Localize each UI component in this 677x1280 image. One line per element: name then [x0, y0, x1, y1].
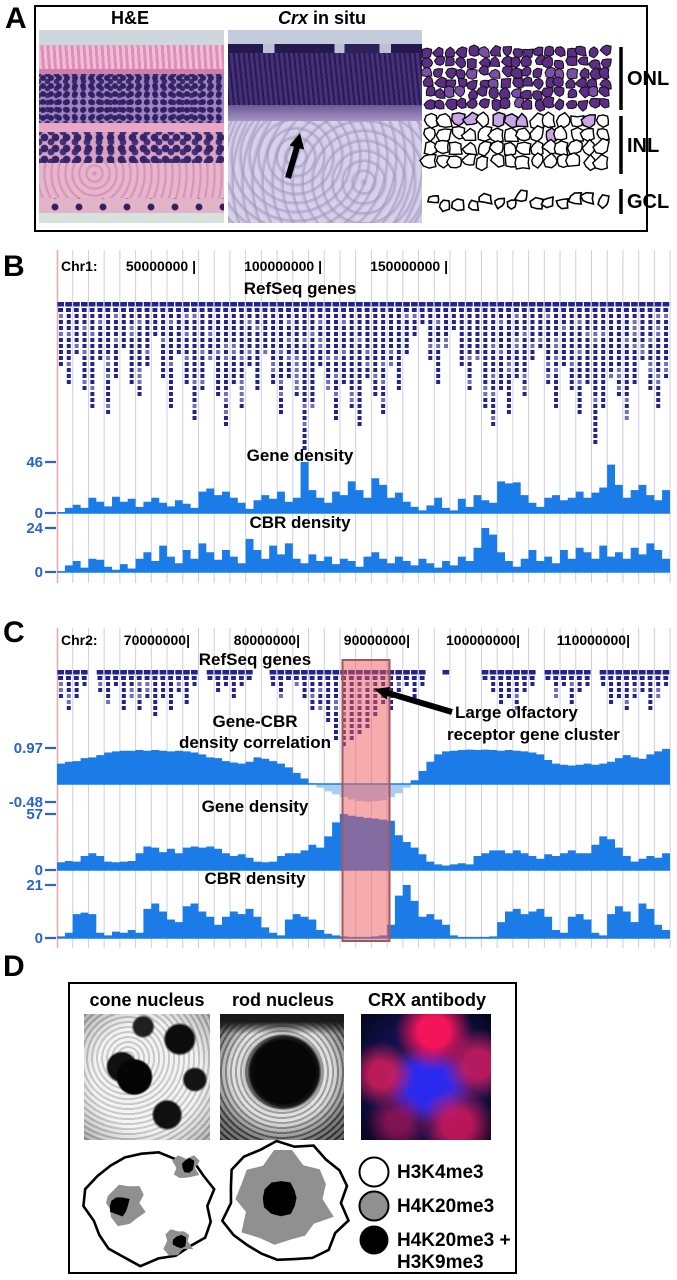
- panel-c-refseq-title: RefSeq genes: [198, 650, 312, 669]
- panel-b-cbr-density-max: 24: [26, 520, 43, 537]
- crx-inl-band: [228, 120, 422, 223]
- legend-label-h4k20me3-h3k9me3-line2: H3K9me3: [397, 1252, 484, 1273]
- nuclei-schematic-svg: [82, 1139, 390, 1268]
- panel-c-gene-density-title: Gene density: [201, 797, 309, 816]
- panel-b-gene-density-min: 0: [34, 505, 43, 522]
- legend-swatch-1: [358, 1190, 390, 1222]
- panel-b-chromosome-label: Chr1:: [61, 258, 98, 274]
- crx-fade-band: [228, 105, 422, 121]
- crx-onl-stain-band: [228, 53, 422, 106]
- he-opl-band: [39, 122, 224, 133]
- he-onl-band: [39, 74, 224, 123]
- panel-c-corr-min: -0.48: [8, 794, 43, 811]
- crx-arrow-icon: [285, 133, 305, 179]
- he-histology-image: [39, 30, 224, 223]
- crx-insitu-image: [228, 30, 422, 223]
- panel-c-gene-density-min: 0: [34, 862, 43, 879]
- crx-antibody-label: CRX antibody: [367, 990, 486, 1010]
- panel-d-letter: D: [3, 950, 25, 983]
- crx-title-italic: Crx: [277, 8, 308, 28]
- panel-c-corr-title-line2: density correlation: [178, 733, 332, 752]
- panel-c-cbr-density-min: 0: [34, 930, 43, 947]
- layer-label-onl: ONL: [627, 68, 670, 90]
- cone-nucleus-em-image: [84, 1014, 210, 1140]
- he-os-line: [39, 68, 224, 75]
- axis-tick-label: 100000000 |: [244, 258, 322, 274]
- he-title: H&E: [110, 8, 149, 28]
- axis-tick-label: 100000000|: [446, 632, 520, 648]
- olfactory-cluster-highlight: [341, 659, 391, 942]
- he-gcl-band: [39, 197, 224, 214]
- rod-nucleus-em-image: [220, 1014, 344, 1140]
- legend-label-h4k20me3: H4K20me3: [397, 1196, 495, 1217]
- panel-c-cbr-density-title: CBR density: [204, 869, 306, 888]
- panel-b-gene-density-max: 46: [26, 454, 43, 471]
- legend-label-h3k4me3: H3K4me3: [397, 1162, 484, 1183]
- panel-c-cbr-density-max: 21: [26, 877, 43, 894]
- panel-c-corr-max: 0.97: [13, 740, 43, 757]
- retina-schematic-svg: [419, 44, 623, 214]
- legend-swatch-2: [359, 1225, 389, 1255]
- panel-c-letter: C: [3, 616, 25, 649]
- axis-tick-label: 90000000|: [343, 632, 410, 648]
- annotation-arrow-icon: [374, 687, 453, 715]
- he-outer-segments-band: [39, 45, 224, 69]
- he-ipl-band: [39, 163, 224, 198]
- panel-a-letter: A: [5, 2, 27, 35]
- axis-tick-label: 110000000|: [556, 632, 630, 648]
- olfactory-annotation-line2: receptor gene cluster: [447, 725, 620, 744]
- he-bottom-band: [39, 213, 224, 223]
- panel-b-tracks-svg: [45, 250, 671, 583]
- rod-nucleus-label: rod nucleus: [231, 990, 334, 1010]
- panel-c-corr-title-line1: Gene-CBR: [212, 712, 298, 731]
- legend-swatch-0: [358, 1156, 390, 1188]
- crx-title: Crx in situ: [252, 8, 392, 29]
- panel-b-gene-density-title: Gene density: [246, 446, 354, 465]
- panel-b-cbr-density-title: CBR density: [249, 513, 351, 532]
- panel-c-chromosome-label: Chr2:: [61, 632, 98, 648]
- olfactory-annotation-line1: Large olfactory: [455, 703, 578, 722]
- axis-tick-label: 150000000 |: [370, 258, 448, 274]
- layer-label-gcl: GCL: [627, 191, 670, 213]
- panel-c-tracks-svg: [45, 628, 671, 948]
- crx-antibody-if-image: [361, 1014, 491, 1140]
- axis-tick-label: 50000000 |: [125, 258, 196, 274]
- legend-label-h4k20me3-h3k9me3-line1: H4K20me3 +: [397, 1230, 511, 1251]
- he-inl-band: [39, 132, 224, 164]
- axis-tick-label: 80000000|: [233, 632, 300, 648]
- axis-tick-label: 70000000|: [123, 632, 190, 648]
- panel-b-letter: B: [3, 250, 25, 283]
- panel-b-refseq-title: RefSeq genes: [243, 279, 357, 298]
- cone-nucleus-label: cone nucleus: [89, 990, 205, 1010]
- panel-b-cbr-density-min: 0: [34, 564, 43, 581]
- layer-label-inl: INL: [627, 135, 660, 157]
- panel-c-gene-density-max: 57: [26, 806, 43, 823]
- crx-top-band: [228, 30, 422, 44]
- crx-dark-streak: [228, 43, 422, 54]
- he-top-band: [39, 30, 224, 46]
- crx-title-rest: in situ: [308, 8, 366, 28]
